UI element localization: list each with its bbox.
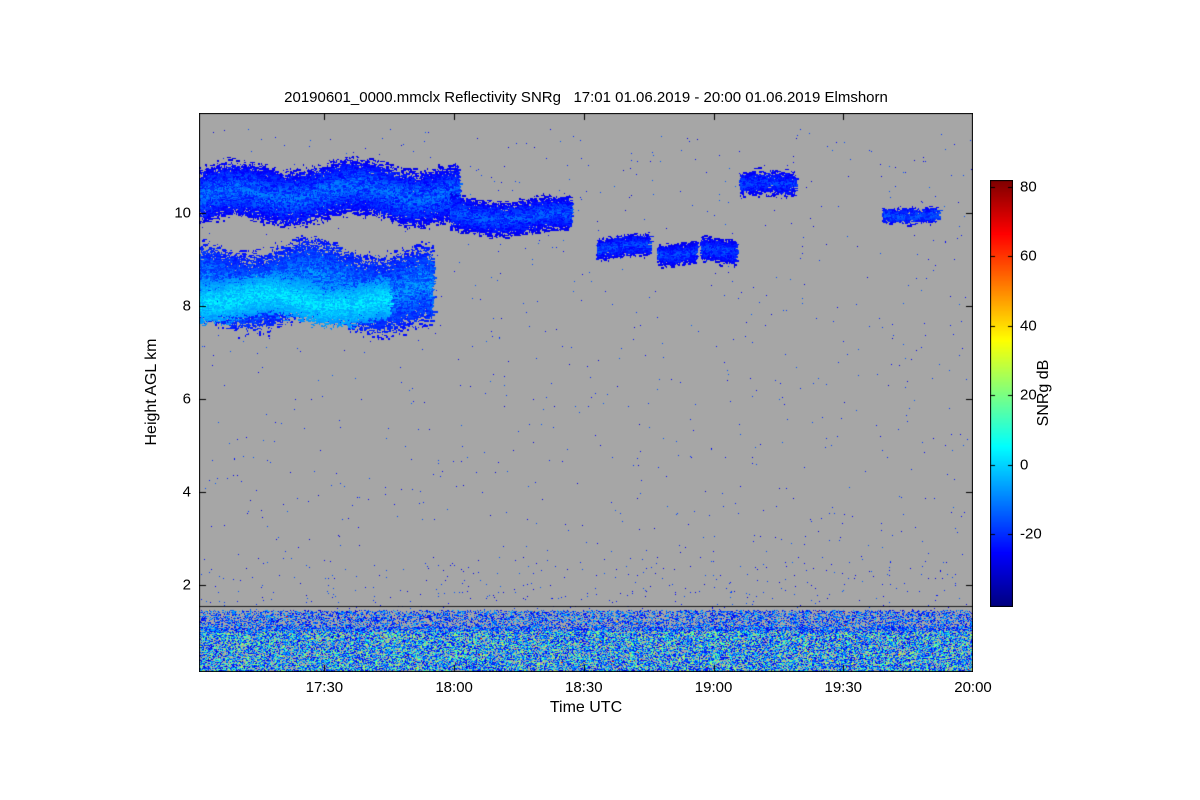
x-tick-label: 20:00 <box>954 679 992 696</box>
x-tick-label: 19:00 <box>694 679 733 696</box>
colorbar-canvas <box>990 180 1013 607</box>
heatmap-plot <box>199 113 973 672</box>
y-tick-label: 2 <box>182 576 191 594</box>
colorbar-tick-label: 0 <box>1020 456 1029 474</box>
colorbar <box>990 180 1013 607</box>
colorbar-tick-label: 20 <box>1020 386 1037 404</box>
colorbar-label: SNRg dB <box>1035 359 1052 427</box>
y-tick-label: 8 <box>182 297 191 315</box>
colorbar-tick-label: -20 <box>1020 525 1042 543</box>
y-tick-label: 6 <box>182 390 191 408</box>
x-tick-label: 17:30 <box>305 679 344 696</box>
colorbar-tick-label: 40 <box>1020 317 1037 335</box>
x-tick-label: 18:30 <box>565 679 603 696</box>
x-axis-label: Time UTC <box>549 699 623 716</box>
chart-title: 20190601_0000.mmclx Reflectivity SNRg 17… <box>284 89 888 106</box>
colorbar-tick-label: 80 <box>1020 178 1037 196</box>
y-tick-label: 4 <box>182 483 191 501</box>
x-tick-label: 18:00 <box>435 679 473 696</box>
colorbar-tick-label: 60 <box>1020 247 1037 265</box>
heatmap-canvas <box>199 113 973 672</box>
y-tick-label: 10 <box>174 204 191 222</box>
x-tick-label: 19:30 <box>824 679 863 696</box>
